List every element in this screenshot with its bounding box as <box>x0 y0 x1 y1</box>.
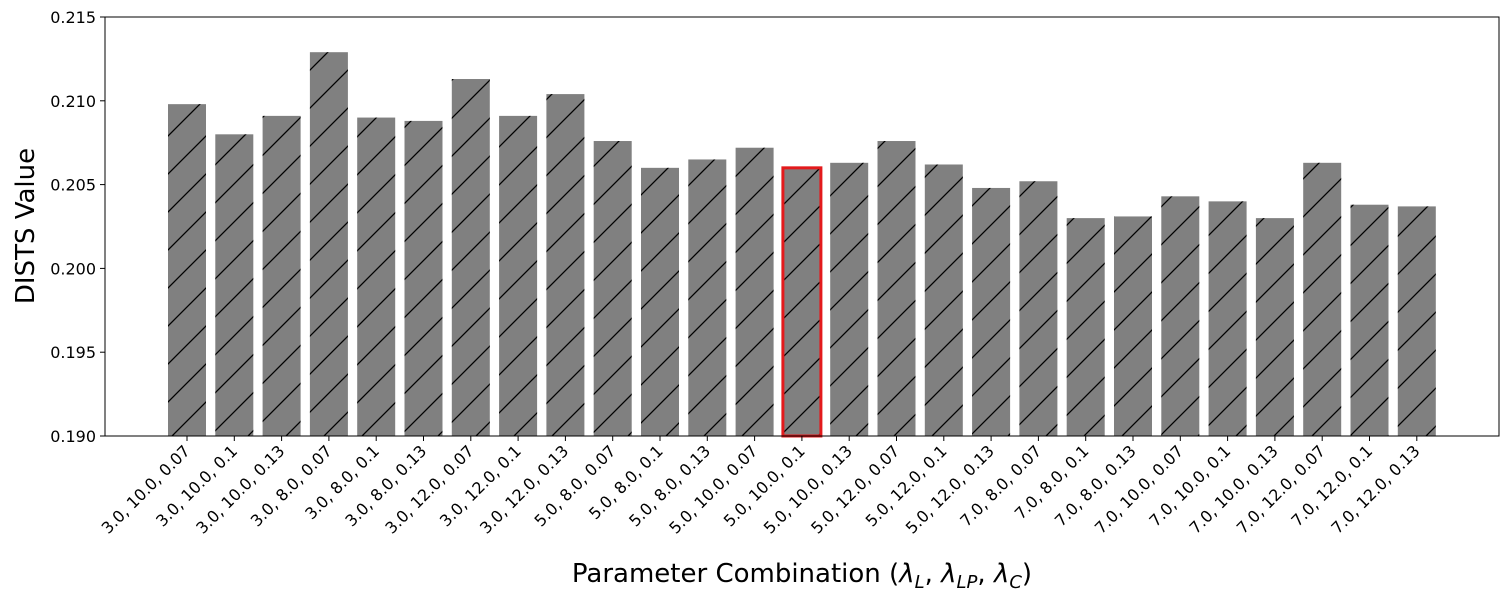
bar-hatch <box>1161 196 1200 436</box>
bar-hatch <box>1255 218 1294 436</box>
bar <box>1255 218 1294 436</box>
bar-hatch <box>1019 181 1058 436</box>
y-tick-label: 0.195 <box>50 343 96 362</box>
bar <box>641 167 679 436</box>
x-tick-label: 5.0, 8.0, 0.07 <box>531 441 620 530</box>
y-tick-label: 0.205 <box>50 176 96 195</box>
x-tick-label: 5.0, 10.0, 0.1 <box>720 441 809 530</box>
bar-hatch <box>877 141 916 437</box>
bar-hatch <box>451 79 490 437</box>
bar <box>1066 218 1105 436</box>
y-tick-label: 0.200 <box>50 259 96 278</box>
bar <box>1350 204 1389 436</box>
x-tick-label: 5.0, 12.0, 0.1 <box>862 441 951 530</box>
bar-hatch <box>168 104 206 436</box>
bar-hatch <box>641 167 679 436</box>
bar <box>781 166 823 438</box>
bar-hatch <box>499 115 538 436</box>
bar <box>309 52 348 437</box>
bar <box>972 187 1011 436</box>
bar-hatch <box>309 52 348 437</box>
bar <box>499 115 538 436</box>
bar <box>1161 196 1200 436</box>
x-tick-label: 3.0, 12.0, 0.1 <box>436 441 525 530</box>
bar <box>451 79 490 437</box>
x-tick-label: 7.0, 8.0, 0.07 <box>956 441 1045 530</box>
bar <box>215 134 254 436</box>
x-tick-label: 7.0, 12.0, 0.1 <box>1287 441 1376 530</box>
x-tick-label: 7.0, 10.0, 0.1 <box>1145 441 1234 530</box>
bar-hatch <box>1208 201 1247 436</box>
bar-hatch <box>215 134 254 436</box>
bar-hatch <box>688 159 727 436</box>
bar-hatch <box>593 141 632 437</box>
bar-hatch <box>404 120 443 437</box>
bars-layer <box>168 52 1436 438</box>
bar <box>1397 206 1436 436</box>
bar <box>1114 216 1152 436</box>
bar <box>830 162 869 436</box>
bar-hatch <box>1397 206 1436 436</box>
bar <box>546 94 585 436</box>
y-axis-title: DISTS Value <box>11 148 41 304</box>
bar <box>404 120 443 437</box>
bar-hatch <box>1114 216 1152 436</box>
bar-hatch <box>357 117 396 436</box>
bar <box>168 104 206 436</box>
x-tick-label: 3.0, 8.0, 0.07 <box>247 441 336 530</box>
bar <box>593 141 632 437</box>
y-tick-label: 0.210 <box>50 92 96 111</box>
bar-hatch <box>546 94 585 436</box>
x-axis-title: Parameter Combination (λL, λLP, λC) <box>572 559 1032 593</box>
x-tick-label: 3.0, 8.0, 0.13 <box>341 441 430 530</box>
x-tick-label: 3.0, 10.0, 0.1 <box>152 441 241 530</box>
x-tick-label: 7.0, 8.0, 0.13 <box>1051 441 1140 530</box>
bar <box>262 115 301 436</box>
bar <box>877 141 916 437</box>
bar-hatch <box>924 164 963 436</box>
bar <box>924 164 963 436</box>
highlighted-bar-outline <box>781 166 823 438</box>
bar-hatch <box>1066 218 1105 436</box>
bar <box>735 147 774 436</box>
y-tick-label: 0.215 <box>50 8 96 27</box>
x-tick-label: 5.0, 8.0, 0.13 <box>625 441 714 530</box>
bar <box>688 159 727 436</box>
x-axis-ticks: 3.0, 10.0, 0.073.0, 10.0, 0.13.0, 10.0, … <box>98 436 1424 538</box>
x-tick-label: 7.0, 12.0, 0.13 <box>1327 441 1423 537</box>
bar <box>357 117 396 436</box>
bar <box>1303 162 1342 436</box>
bar-hatch <box>1303 162 1342 436</box>
bar-hatch <box>262 115 301 436</box>
y-tick-label: 0.190 <box>50 427 96 446</box>
plot-frame <box>104 16 1500 437</box>
bar <box>1019 181 1058 436</box>
y-axis-ticks: 0.190 0.195 0.200 0.205 0.210 0.215 <box>50 8 105 446</box>
bar-hatch <box>1350 204 1389 436</box>
bar-hatch <box>735 147 774 436</box>
bar-hatch <box>972 187 1011 436</box>
bar-hatch <box>830 162 869 436</box>
bar <box>1208 201 1247 436</box>
